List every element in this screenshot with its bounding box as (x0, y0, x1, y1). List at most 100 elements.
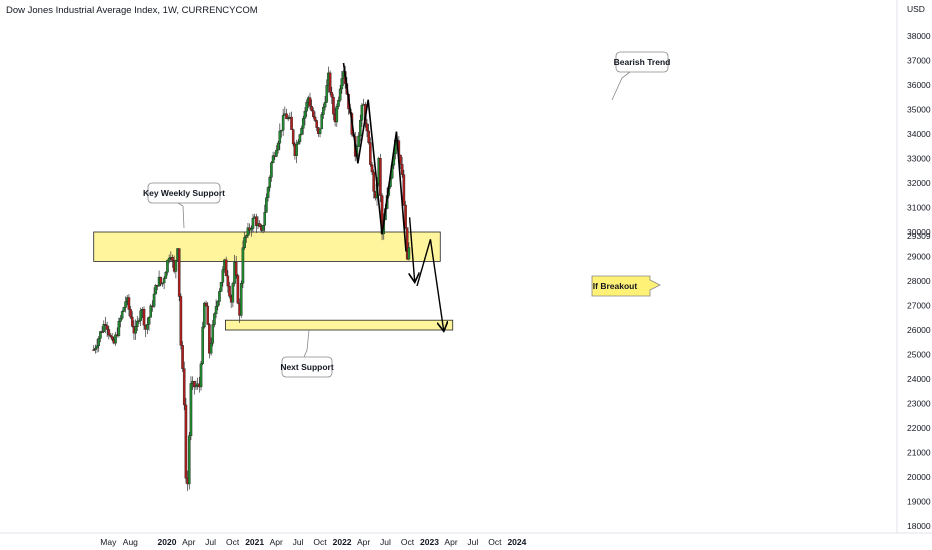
candle-up (320, 114, 324, 130)
candle-up (216, 301, 220, 307)
candle-down (290, 116, 293, 130)
x-tick-label: May (100, 537, 117, 547)
candle-up (94, 347, 97, 350)
candle-up (139, 310, 142, 321)
candle-up (102, 324, 106, 332)
candle-up (358, 120, 362, 137)
y-tick-label: 21000 (907, 448, 931, 458)
x-tick-label: 2022 (333, 537, 352, 547)
y-tick-label: 36000 (907, 80, 931, 90)
candle-down (226, 275, 230, 287)
x-tick-label: Apr (444, 537, 457, 547)
callout-bearish-trend-box (615, 51, 669, 73)
candle-up (275, 149, 278, 157)
candle-up (251, 217, 255, 229)
x-tick-label: 2020 (158, 537, 177, 547)
candle-down (236, 275, 240, 304)
candle-up (250, 228, 253, 231)
candle-up (167, 258, 171, 261)
candle-up (214, 306, 218, 314)
candle-down (258, 223, 261, 227)
currency-label: USD (907, 4, 925, 14)
bearish-pattern-line (342, 62, 407, 252)
x-tick-label: Jul (380, 537, 391, 547)
candle-up (244, 235, 248, 238)
candle-down (365, 123, 369, 132)
candle-up (211, 324, 215, 344)
candle-down (372, 171, 375, 192)
candle-up (278, 130, 282, 144)
candle-up (122, 307, 126, 312)
candle-up (124, 301, 127, 308)
candle-up (114, 334, 117, 344)
x-tick-label: Oct (226, 537, 240, 547)
candle-up (323, 102, 327, 108)
candle-up (97, 337, 101, 346)
x-tick-label: Jul (293, 537, 304, 547)
candle-up (149, 305, 153, 318)
candle-up (265, 197, 268, 213)
y-tick-label: 38000 (907, 31, 931, 41)
candle-down (107, 329, 111, 336)
x-tick-label: Apr (182, 537, 195, 547)
candle-up (263, 212, 267, 226)
y-tick-label: 26000 (907, 325, 931, 335)
projection-arrow-2 (416, 239, 444, 330)
candle-down (313, 116, 317, 121)
candle-down (255, 216, 258, 226)
candle-up (301, 118, 305, 129)
candle-up (162, 278, 166, 284)
candle-down (328, 72, 332, 93)
candle-down (369, 142, 372, 165)
candle-up (338, 88, 342, 101)
x-tick-label: 2024 (507, 537, 526, 547)
candle-down (228, 285, 231, 297)
candle-down (208, 324, 211, 354)
candle-down (184, 404, 188, 479)
candle-down (285, 113, 288, 120)
callout-key-weekly-support-label: Key Weekly Support (143, 188, 225, 198)
candle-up (201, 326, 204, 365)
candle-up (221, 269, 225, 283)
candle-up (261, 225, 265, 231)
candle-down (315, 120, 318, 128)
candle-up (239, 283, 243, 316)
candle-down (127, 297, 131, 310)
candle-down (332, 97, 335, 115)
candle-up (117, 321, 121, 336)
candle-up (189, 383, 193, 437)
y-tick-label: 20000 (907, 472, 931, 482)
candle-up (241, 247, 245, 284)
candle-up (303, 110, 307, 119)
candle-down (308, 97, 312, 107)
candle-up (136, 320, 139, 327)
candle-up (174, 260, 178, 272)
x-tick-label: 2023 (420, 537, 439, 547)
candle-down (367, 130, 370, 143)
candle-down (159, 276, 163, 285)
candle-up (146, 324, 149, 330)
candle-up (199, 363, 203, 388)
y-tick-label: 31000 (907, 203, 931, 213)
candle-up (99, 331, 102, 339)
candle-up (322, 106, 325, 115)
candle-down (310, 106, 313, 111)
candle-up (134, 326, 137, 334)
candle-up (271, 155, 275, 163)
candle-up (318, 128, 322, 135)
candle-down (179, 296, 183, 346)
candle-up (407, 247, 411, 260)
candle-up (243, 237, 246, 248)
y-tick-label: 23000 (907, 399, 931, 409)
candle-up (340, 78, 344, 90)
candle-down (109, 334, 112, 337)
x-tick-label: Apr (357, 537, 370, 547)
callout-next-support-box (281, 356, 333, 378)
candle-up (305, 102, 308, 112)
candle-up (218, 291, 221, 302)
candle-up (119, 317, 122, 322)
callout-next-support-pointer (303, 329, 310, 358)
callout-bearish-trend-label: Bearish Trend (614, 57, 671, 67)
chart-title: Dow Jones Industrial Average Index, 1W, … (6, 5, 258, 16)
